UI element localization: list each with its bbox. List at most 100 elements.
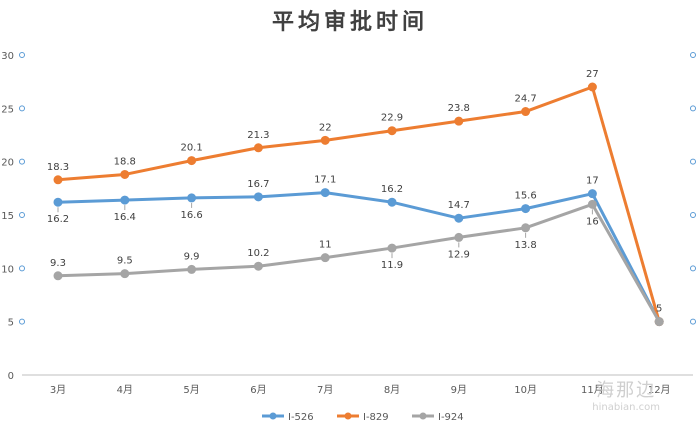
y-right-marker <box>690 318 696 325</box>
data-point-I-924 <box>454 232 464 242</box>
data-label-I-829: 20.1 <box>180 143 202 154</box>
y-tick-label: 25 <box>1 104 14 115</box>
y-left-marker <box>19 265 25 272</box>
series-line-I-829 <box>57 85 661 323</box>
x-tick-label: 5月 <box>183 384 199 396</box>
data-point-I-924 <box>187 264 197 274</box>
data-label-I-829: 18.3 <box>47 162 69 173</box>
data-point-I-924 <box>253 261 263 271</box>
legend-item-I-526[interactable]: I-526 <box>262 412 314 423</box>
y-left-marker <box>19 105 25 112</box>
data-point-I-829 <box>587 82 597 92</box>
legend-label: I-924 <box>438 412 464 423</box>
y-left-marker <box>19 318 25 325</box>
data-point-I-526 <box>387 197 397 207</box>
data-label-I-829: 5 <box>656 304 662 315</box>
x-tick-label: 8月 <box>384 384 400 396</box>
data-point-I-829 <box>253 143 263 153</box>
y-tick-label: 20 <box>1 158 14 169</box>
data-point-I-526 <box>120 195 130 205</box>
y-tick-label: 5 <box>8 318 14 329</box>
data-label-I-924: 11.9 <box>381 260 403 271</box>
y-left-marker <box>19 52 25 58</box>
x-tick-label: 9月 <box>451 384 467 396</box>
data-point-I-924 <box>387 243 397 253</box>
series-line-I-924 <box>57 202 661 323</box>
y-tick-label: 0 <box>8 371 14 382</box>
data-point-I-829 <box>521 107 531 117</box>
data-point-I-924 <box>53 271 63 281</box>
chart-title: 平均审批时间 <box>271 9 428 35</box>
x-tick-label: 11月 <box>581 384 604 396</box>
legend-item-I-924[interactable]: I-924 <box>412 412 464 423</box>
data-point-I-924 <box>521 223 531 233</box>
y-right-marker <box>690 105 696 112</box>
data-label-I-924: 10.2 <box>247 248 269 259</box>
data-label-I-924: 9.9 <box>184 251 200 262</box>
data-label-I-526: 16.2 <box>47 214 69 225</box>
y-right-marker <box>690 212 696 218</box>
data-label-I-526: 16.7 <box>247 179 269 190</box>
x-tick-label: 12月 <box>648 384 671 396</box>
x-tick-label: 6月 <box>250 384 266 396</box>
x-tick-label: 7月 <box>317 384 333 396</box>
data-point-I-526 <box>521 204 531 214</box>
data-label-I-924: 9.5 <box>117 256 133 267</box>
legend-label: I-829 <box>363 412 389 423</box>
data-point-I-526 <box>253 192 263 202</box>
data-point-I-829 <box>454 116 464 126</box>
data-point-I-829 <box>120 169 130 179</box>
legend-item-I-829[interactable]: I-829 <box>337 412 389 423</box>
data-label-I-924: 11 <box>319 240 332 251</box>
data-label-I-829: 22 <box>319 122 332 133</box>
data-point-I-829 <box>320 135 330 145</box>
data-point-I-526 <box>454 213 464 223</box>
data-label-I-526: 16.6 <box>180 210 202 221</box>
data-label-I-924: 9.3 <box>50 258 66 269</box>
data-label-I-829: 21.3 <box>247 130 269 141</box>
data-label-I-829: 27 <box>586 69 599 80</box>
data-label-I-829: 24.7 <box>514 94 536 105</box>
legend-swatch-marker <box>419 412 427 420</box>
watermark-logo-text: 海那边 <box>596 380 657 401</box>
data-label-I-526: 16.4 <box>114 212 136 223</box>
data-label-I-829: 22.9 <box>381 113 403 124</box>
x-tick-label: 3月 <box>50 384 66 396</box>
data-label-I-924: 13.8 <box>514 240 536 251</box>
y-right-marker <box>690 158 696 165</box>
data-label-I-526: 17 <box>586 176 599 187</box>
data-point-I-924 <box>320 253 330 263</box>
data-label-I-526: 15.6 <box>514 191 536 202</box>
data-point-I-924 <box>654 317 664 327</box>
data-label-I-526: 17.1 <box>314 175 336 186</box>
y-left-marker <box>19 212 25 218</box>
data-point-I-924 <box>120 269 130 279</box>
data-label-I-526: 16.2 <box>381 184 403 195</box>
data-point-I-924 <box>587 199 597 209</box>
series-line-I-526 <box>57 191 661 323</box>
data-point-I-829 <box>53 175 63 185</box>
watermark: 海那边 hinabian.com <box>592 376 660 413</box>
data-point-I-526 <box>587 189 597 199</box>
data-point-I-526 <box>320 188 330 198</box>
y-left-marker <box>19 158 25 165</box>
watermark-url: hinabian.com <box>592 402 660 413</box>
legend-swatch-marker <box>269 412 277 420</box>
legend-label: I-526 <box>288 412 314 423</box>
y-right-marker <box>690 265 696 272</box>
data-point-I-526 <box>53 197 63 207</box>
x-tick-label: 10月 <box>514 384 537 396</box>
data-label-I-924: 12.9 <box>448 249 470 260</box>
y-tick-label: 10 <box>1 264 14 275</box>
data-point-I-526 <box>187 193 197 203</box>
y-tick-label: 15 <box>1 211 14 222</box>
data-label-I-924: 16 <box>586 216 599 227</box>
legend-swatch-marker <box>344 412 352 420</box>
data-label-I-829: 23.8 <box>448 103 470 114</box>
y-right-marker <box>690 52 696 58</box>
data-label-I-526: 14.7 <box>448 200 470 211</box>
data-point-I-829 <box>387 126 397 136</box>
data-label-I-829: 18.8 <box>114 156 136 167</box>
x-tick-label: 4月 <box>117 384 133 396</box>
